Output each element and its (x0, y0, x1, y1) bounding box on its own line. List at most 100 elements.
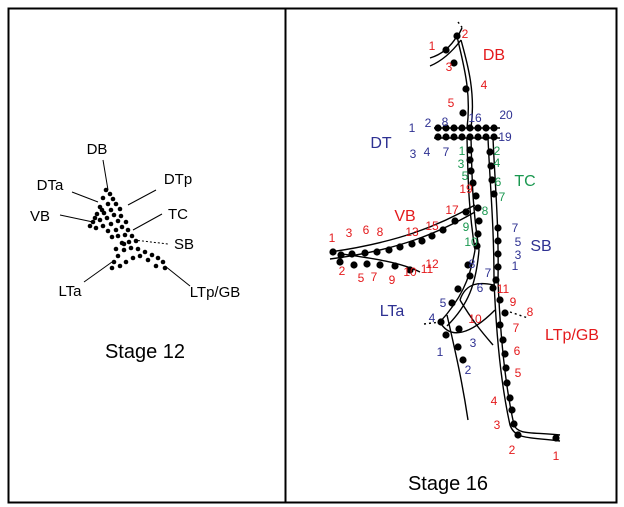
cell-number-dt: 4 (424, 145, 431, 159)
region-label-ltpgb: LTp/GB (545, 327, 599, 344)
stage16-cell-dot (490, 190, 498, 198)
stage12-label-tc: TC (168, 206, 188, 223)
stage12-cell-cluster (87, 187, 168, 271)
stage16-cell-dot (348, 250, 356, 258)
cell-number-ltp: 7 (513, 321, 520, 335)
stage16-cell-dot (466, 133, 474, 141)
stage12-leader-lines (59, 159, 191, 287)
stage12-cell-dot (99, 207, 105, 213)
stage16-cell-dot (442, 124, 450, 132)
stage16-cell-dot (464, 261, 472, 269)
cell-number-vb: 3 (346, 226, 353, 240)
cell-number-tc: 6 (495, 175, 502, 189)
stage16-cell-dot (391, 262, 399, 270)
stage16-cell-dot (434, 124, 442, 132)
cell-number-db: 4 (481, 78, 488, 92)
stage16-cell-dot (455, 325, 463, 333)
stage16-cell-dot (501, 350, 509, 358)
cell-number-lta: 2 (465, 363, 472, 377)
stage16-cell-dot (434, 133, 442, 141)
cell-number-vb: 2 (339, 264, 346, 278)
stage12-cell-dot (130, 255, 136, 261)
stage16-cell-dot (474, 124, 482, 132)
stage12-cell-dot (121, 247, 127, 253)
stage16-cell-dot (494, 250, 502, 258)
stage16-cell-dot (486, 148, 494, 156)
cell-number-sb: 1 (512, 259, 519, 273)
stage16-cell-dot (442, 133, 450, 141)
stage16-cell-dot (439, 226, 447, 234)
stage16-cell-dot (482, 124, 490, 132)
region-label-lta: LTa (380, 303, 405, 320)
stage12-cell-dot (121, 241, 127, 247)
cell-number-dt: 2 (425, 116, 432, 130)
cell-number-dt: 16 (468, 111, 482, 125)
stage12-cell-dot (115, 253, 121, 259)
cell-number-vb: 19 (459, 182, 473, 196)
panel-frame-left (7, 7, 287, 504)
stage16-cell-dot (337, 251, 345, 259)
stage16-dotted-ends (423, 21, 529, 325)
stage12-cell-dot (97, 217, 103, 223)
stage16-cell-dot (336, 258, 344, 266)
cell-number-dt: 1 (409, 121, 416, 135)
stage16-cell-dot (466, 272, 474, 280)
stage16-cell-dot (466, 124, 474, 132)
stage16-cell-dot (492, 276, 500, 284)
stage16-cell-dot (474, 204, 482, 212)
stage12-cell-dot (111, 212, 117, 218)
cell-number-dt: 7 (443, 145, 450, 159)
stage12-cell-dot (111, 259, 117, 265)
stage16-cell-dot (552, 434, 560, 442)
stage16-cell-dot (453, 32, 461, 40)
stage12-title: Stage 12 (105, 341, 185, 363)
stage16-cell-dot (406, 266, 414, 274)
stage12-cell-dot (105, 201, 111, 207)
cell-number-ltp: 3 (494, 418, 501, 432)
stage12-cell-dot (135, 246, 141, 252)
stage12-cell-dot (87, 223, 93, 229)
stage16-cell-dot (503, 379, 511, 387)
cell-number-db: 5 (448, 96, 455, 110)
cell-number-sb: 3 (515, 248, 522, 262)
stage16-cell-dot (514, 431, 522, 439)
cell-number-db: 3 (446, 60, 453, 74)
stage12-cell-dot (125, 227, 131, 233)
stage16-cell-dot (376, 261, 384, 269)
stage16-cell-dot (510, 420, 518, 428)
stage16-cell-dot (450, 133, 458, 141)
cell-number-tc: 8 (482, 204, 489, 218)
stage16-cell-dot (448, 299, 456, 307)
stage12-cell-dot (108, 207, 114, 213)
stage16-cell-dot (458, 133, 466, 141)
stage12-cell-dot (133, 238, 139, 244)
stage16-cell-dot (428, 232, 436, 240)
cell-number-sb: 5 (515, 235, 522, 249)
cell-number-ltp: 11 (497, 282, 510, 296)
stage12-cell-dot (113, 227, 119, 233)
sb-dotted-leader (133, 239, 169, 245)
cell-number-db: 1 (429, 39, 436, 53)
stage16-cell-dot (474, 230, 482, 238)
stage16-cell-dot (459, 109, 467, 117)
stage16-cell-dot (489, 284, 497, 292)
cell-number-tc: 9 (463, 220, 470, 234)
stage12-cell-dot (126, 239, 132, 245)
cell-number-ltp: 4 (491, 394, 498, 408)
stage16-cell-dot (472, 192, 480, 200)
cell-number-vb: 8 (377, 225, 384, 239)
stage16-cell-dot (450, 124, 458, 132)
stage16-cell-dot (462, 208, 470, 216)
stage12-cell-dot (145, 257, 151, 263)
cell-number-ltp: 8 (527, 305, 534, 319)
stage16-cell-dot (451, 217, 459, 225)
stage12-cell-dot (113, 201, 119, 207)
cell-number-vb: 7 (371, 270, 378, 284)
cell-number-dt: 3 (410, 147, 417, 161)
cell-number-ltp: 5 (515, 366, 522, 380)
cell-number-vb: 13 (405, 225, 419, 239)
stage16-cell-dot (418, 237, 426, 245)
cell-number-vb: 17 (445, 203, 459, 217)
stage12-cell-dot (100, 223, 106, 229)
